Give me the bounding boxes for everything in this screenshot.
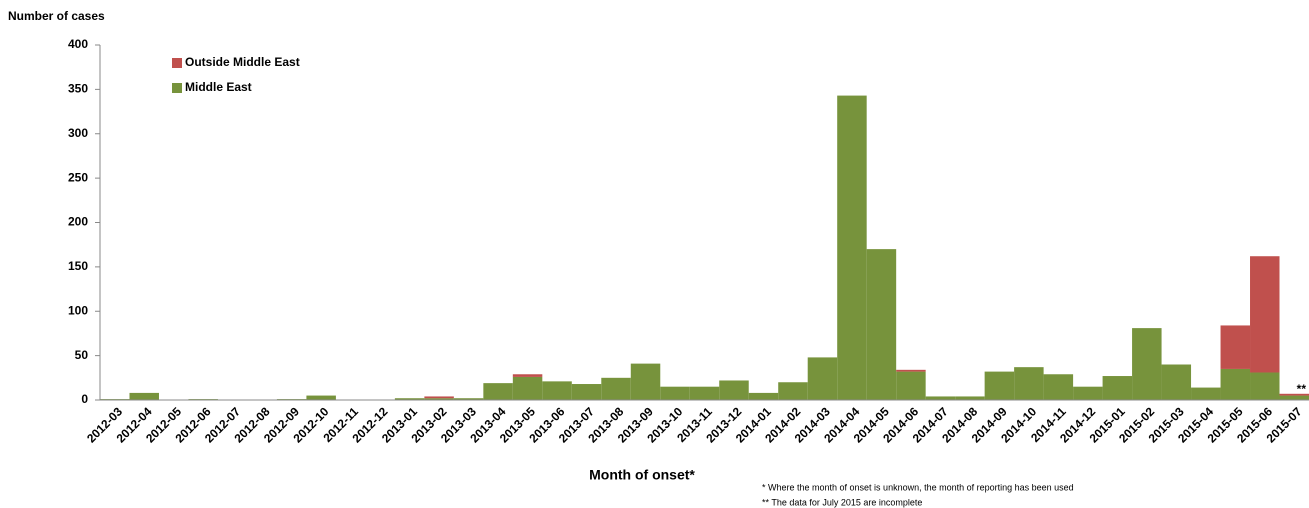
bar (925, 396, 956, 400)
legend-label: Outside Middle East (185, 55, 300, 69)
bar (984, 371, 1015, 400)
footnote: * Where the month of onset is unknown, t… (762, 482, 1074, 492)
bar (1279, 395, 1309, 400)
bar (1161, 364, 1192, 400)
y-tick-label: 200 (68, 215, 88, 229)
y-tick-label: 250 (68, 170, 88, 184)
bar (660, 386, 690, 400)
bar (453, 398, 484, 400)
y-tick-label: 150 (68, 259, 88, 273)
bar (866, 249, 897, 400)
y-tick-label: 300 (68, 126, 88, 140)
bar (719, 380, 749, 400)
bar (896, 369, 926, 372)
legend-swatch (172, 83, 182, 93)
bar (483, 383, 513, 400)
y-tick-label: 350 (68, 82, 88, 96)
bar (542, 381, 572, 400)
bar (1250, 256, 1280, 373)
bar (1220, 368, 1251, 400)
bar (1043, 374, 1074, 400)
bar (1073, 386, 1103, 400)
bar (1279, 393, 1309, 396)
bar (1014, 367, 1044, 400)
bar (601, 377, 631, 400)
bar (306, 395, 336, 400)
bar (424, 398, 454, 400)
y-tick-label: 0 (81, 392, 88, 406)
bar (630, 363, 661, 400)
legend-label: Middle East (185, 80, 252, 94)
legend-swatch (172, 58, 182, 68)
bar (424, 396, 454, 399)
y-axis-title: Number of cases (8, 9, 105, 23)
bar (1220, 325, 1251, 369)
bar (129, 392, 159, 400)
y-tick-label: 400 (68, 37, 88, 51)
bar (571, 384, 602, 400)
bar (512, 374, 543, 377)
bar (837, 95, 867, 401)
y-tick-label: 50 (75, 348, 89, 362)
bar (807, 357, 838, 400)
x-axis-title: Month of onset* (589, 467, 695, 483)
bar (778, 382, 808, 400)
footnote: ** The data for July 2015 are incomplete (762, 497, 922, 507)
bar (896, 371, 926, 400)
annotation: ** (1297, 382, 1307, 396)
bar (1132, 328, 1162, 400)
bar (1191, 387, 1221, 400)
bar (512, 376, 543, 400)
bar (955, 396, 985, 400)
bar (748, 392, 779, 400)
bar (689, 386, 720, 400)
bar (1250, 372, 1280, 400)
bar (1102, 376, 1133, 400)
bar (394, 398, 425, 400)
y-tick-label: 100 (68, 303, 88, 317)
